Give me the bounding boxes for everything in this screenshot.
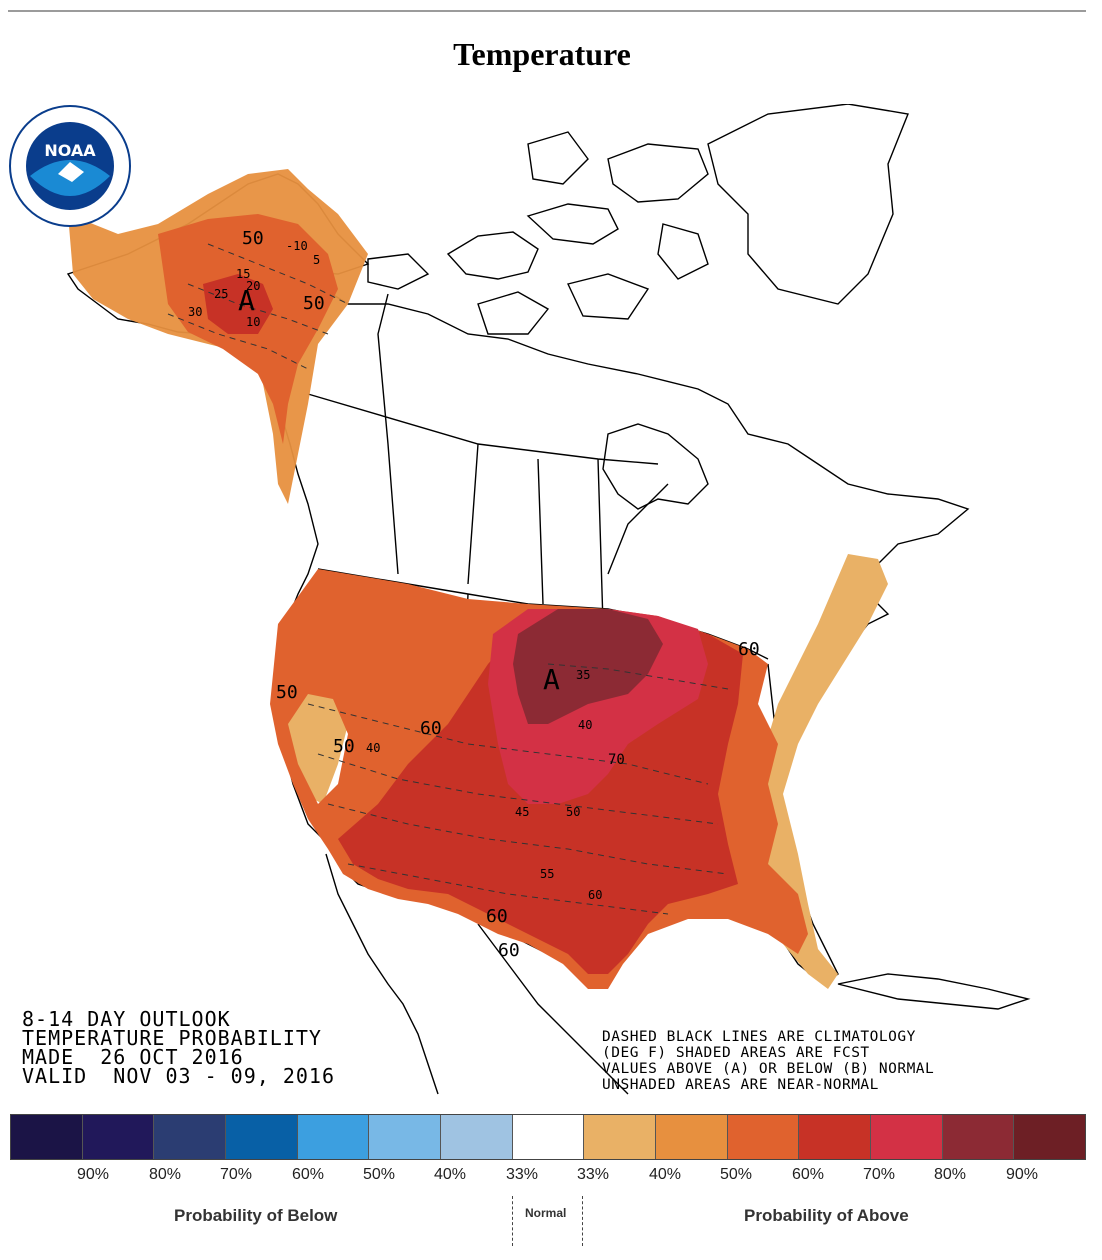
legend-swatch	[512, 1115, 585, 1159]
climatology-label: 55	[540, 867, 554, 881]
note-line: UNSHADED AREAS ARE NEAR-NORMAL	[602, 1077, 879, 1093]
legend-swatch	[82, 1115, 155, 1159]
legend-swatch	[226, 1115, 298, 1159]
legend-swatch	[297, 1115, 370, 1159]
normal-caption: Normal	[525, 1206, 567, 1220]
map-notes: DASHED BLACK LINES ARE CLIMATOLOGY (DEG …	[602, 1029, 934, 1093]
climatology-label: 5	[313, 253, 320, 267]
legend-label: 70%	[862, 1166, 896, 1183]
noaa-logo: NOAA	[9, 105, 131, 227]
probability-label: 50	[303, 293, 325, 314]
climatology-lines	[167, 243, 729, 915]
cuba	[837, 973, 1031, 1010]
legend-swatch	[656, 1115, 728, 1159]
legend-label: 60%	[791, 1166, 825, 1183]
probability-label: 50	[276, 682, 298, 703]
legend-label: 50%	[362, 1166, 396, 1183]
legend-swatches	[10, 1114, 1086, 1160]
climatology-label: 30	[188, 305, 202, 319]
climatology-label: -10	[286, 239, 308, 253]
probability-label: 60	[498, 940, 520, 961]
climatology-label: 70	[608, 752, 625, 768]
legend-swatch	[1014, 1115, 1086, 1159]
probability-label: 60	[420, 718, 442, 739]
note-line: VALUES ABOVE (A) OR BELOW (B) NORMAL	[602, 1061, 935, 1077]
map-labels: A A 50 50 50 50 60 60 60 60 -10 5 15 20 …	[188, 228, 760, 961]
baja-peninsula	[325, 853, 439, 1095]
outlook-title: 8-14 DAY OUTLOOK	[22, 1007, 231, 1031]
legend-label: 40%	[433, 1166, 467, 1183]
climatology-label: 50	[566, 805, 580, 819]
climatology-label: 35	[576, 668, 590, 682]
above-marker: A	[543, 663, 560, 696]
legend-label: 90%	[1005, 1166, 1039, 1183]
greenland-coast	[707, 104, 909, 305]
probability-label: 60	[738, 639, 760, 660]
top-rule	[8, 10, 1086, 12]
legend-swatch	[942, 1115, 1015, 1159]
legend-swatch	[871, 1115, 943, 1159]
outlook-info: 8-14 DAY OUTLOOK TEMPERATURE PROBABILITY…	[22, 1007, 335, 1088]
legend-swatch	[584, 1115, 657, 1159]
forecast-shading	[68, 169, 888, 989]
climatology-label: 60	[588, 888, 602, 902]
probability-label: 60	[486, 906, 508, 927]
east-coast-40-percent	[758, 554, 888, 989]
outlook-map: A A 50 50 50 50 60 60 60 60 -10 5 15 20 …	[8, 104, 1086, 1108]
legend-label: 50%	[719, 1166, 753, 1183]
hudson-bay	[602, 423, 709, 510]
climatology-label: 25	[214, 287, 228, 301]
normal-divider-left	[512, 1196, 513, 1246]
north-america-map: A A 50 50 50 50 60 60 60 60 -10 5 15 20 …	[66, 104, 1031, 1095]
legend-label: 33%	[505, 1166, 539, 1183]
canada-province-borders	[307, 293, 669, 625]
climatology-label: 40	[578, 718, 592, 732]
legend-label: 90%	[76, 1166, 110, 1183]
legend-swatch	[11, 1115, 83, 1159]
legend-label: 60%	[291, 1166, 325, 1183]
legend-labels: 90% 80% 70% 60% 50% 40% 33% 33% 40% 50% …	[8, 1166, 1086, 1188]
legend-swatch	[154, 1115, 227, 1159]
outlook-made-date: MADE 26 OCT 2016	[22, 1045, 244, 1069]
above-marker: A	[238, 284, 255, 317]
climatology-label: 15	[236, 267, 250, 281]
normal-divider-right	[582, 1196, 583, 1246]
probability-label: 50	[333, 736, 355, 757]
arctic-islands	[367, 131, 709, 335]
legend-label: 33%	[576, 1166, 610, 1183]
outlook-valid-dates: VALID NOV 03 - 09, 2016	[22, 1064, 335, 1088]
climatology-label: 10	[246, 315, 260, 329]
legend-label: 80%	[933, 1166, 967, 1183]
legend-label: 40%	[648, 1166, 682, 1183]
svg-text:NOAA: NOAA	[44, 141, 96, 160]
legend-swatch	[799, 1115, 872, 1159]
legend-swatch	[369, 1115, 442, 1159]
note-line: (DEG F) SHADED AREAS ARE FCST	[602, 1045, 870, 1061]
outlook-product: TEMPERATURE PROBABILITY	[22, 1026, 322, 1050]
note-line: DASHED BLACK LINES ARE CLIMATOLOGY	[602, 1029, 916, 1045]
climatology-label: 45	[515, 805, 529, 819]
legend-label: 80%	[148, 1166, 182, 1183]
legend-label: 70%	[219, 1166, 253, 1183]
page-title: Temperature	[453, 36, 631, 72]
above-caption: Probability of Above	[744, 1206, 909, 1225]
mexico-coast	[477, 923, 629, 1095]
legend-swatch	[727, 1115, 800, 1159]
probability-legend: 90% 80% 70% 60% 50% 40% 33% 33% 40% 50% …	[8, 1114, 1086, 1260]
climatology-label: 20	[246, 279, 260, 293]
legend-swatch	[441, 1115, 513, 1159]
climatology-label: 40	[366, 741, 380, 755]
alaska-60-percent	[203, 274, 273, 334]
probability-label: 50	[242, 228, 264, 249]
below-caption: Probability of Below	[174, 1206, 338, 1225]
us-80-percent	[513, 609, 663, 724]
